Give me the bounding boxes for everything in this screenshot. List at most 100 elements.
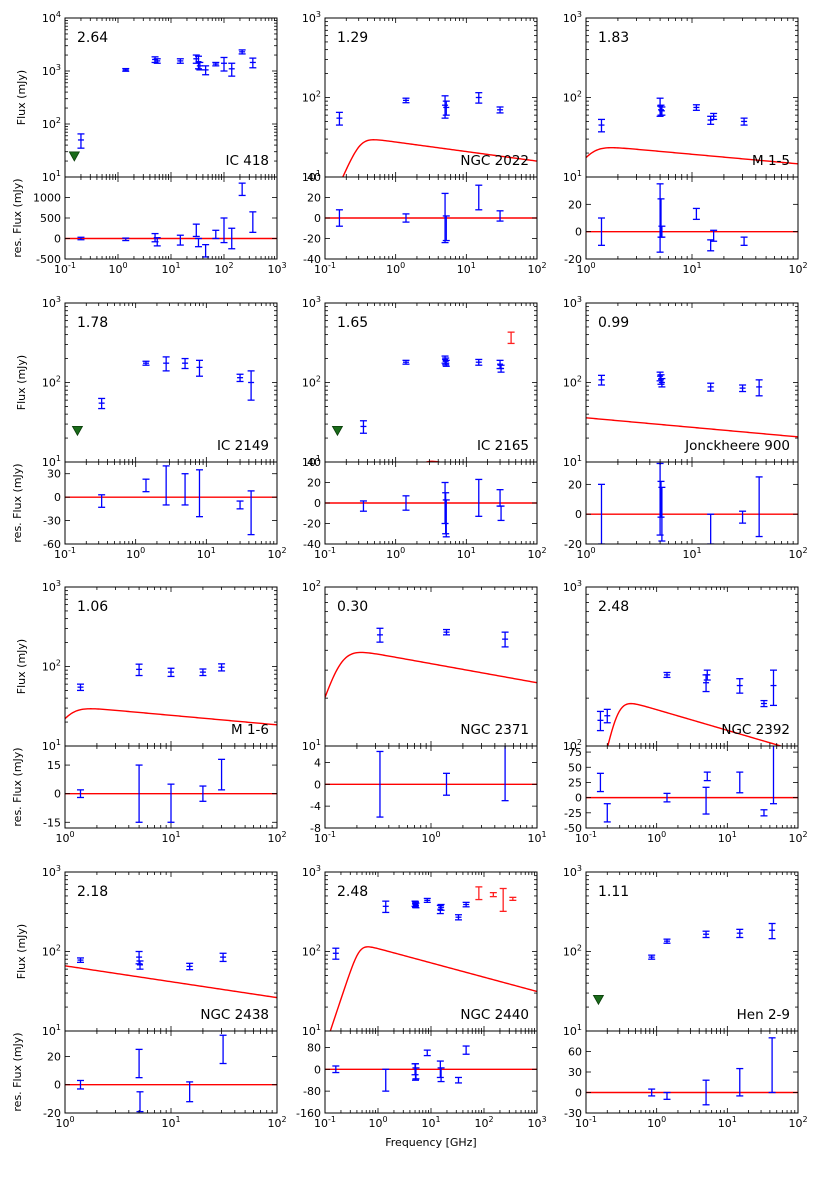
residual-point bbox=[376, 750, 384, 818]
flux-y-tick-label: 104 bbox=[42, 10, 61, 25]
flux-y-tick-label: 101 bbox=[302, 738, 321, 753]
residual-point bbox=[736, 771, 744, 794]
residual-y-tick-label: -20 bbox=[303, 518, 321, 531]
flux-data-point bbox=[76, 683, 84, 692]
flux-data-point bbox=[597, 118, 605, 133]
x-tick-label: 101 bbox=[161, 261, 180, 276]
excluded-data-point bbox=[509, 896, 517, 901]
upper-limit-marker bbox=[68, 151, 81, 162]
residual-y-tick-label: 20 bbox=[47, 1050, 61, 1063]
x-tick-label: 100 bbox=[386, 546, 405, 561]
flux-data-point bbox=[332, 947, 340, 960]
flux-y-tick-label: 103 bbox=[563, 579, 582, 594]
x-axis-label: Frequency [GHz] bbox=[385, 1136, 476, 1149]
x-tick-label: 102 bbox=[474, 1115, 493, 1130]
x-tick-label: 103 bbox=[527, 1115, 546, 1130]
residual-point bbox=[153, 237, 161, 247]
flux-plot-area bbox=[71, 356, 255, 437]
flux-data-point bbox=[376, 627, 384, 643]
flux-y-tick-label: 103 bbox=[563, 10, 582, 25]
residual-point bbox=[658, 486, 666, 542]
residual-plot-area bbox=[586, 183, 798, 253]
flux-data-point bbox=[702, 674, 710, 693]
panel-object-name: Jonckheere 900 bbox=[684, 438, 790, 454]
x-tick-label: 100 bbox=[421, 830, 440, 845]
residual-point bbox=[496, 210, 504, 222]
panel-object-name: NGC 2022 bbox=[460, 153, 529, 169]
residual-plot-area bbox=[325, 746, 537, 818]
flux-y-tick-label: 101 bbox=[302, 1023, 321, 1038]
flux-y-tick-label: 103 bbox=[42, 63, 61, 78]
flux-data-point bbox=[736, 928, 744, 939]
residual-point bbox=[238, 182, 246, 197]
residual-y-tick-label: 0 bbox=[575, 226, 582, 239]
flux-y-tick-label: 102 bbox=[42, 659, 61, 674]
residual-point bbox=[442, 772, 450, 796]
flux-data-point bbox=[135, 950, 143, 965]
residual-y-tick-label: -20 bbox=[43, 1107, 61, 1120]
residual-point bbox=[437, 1067, 445, 1083]
residual-point bbox=[76, 789, 84, 799]
panel-object-name: NGC 2440 bbox=[460, 1007, 529, 1023]
model-curve bbox=[586, 1034, 798, 1181]
panel-value: 2.48 bbox=[337, 884, 368, 900]
residual-point bbox=[703, 771, 711, 782]
panel-value: 1.11 bbox=[598, 884, 629, 900]
residual-point bbox=[596, 772, 604, 793]
residual-plot-area bbox=[586, 462, 798, 544]
panel-m-1-6: 100 101 102 101 102 103 -15 0 15 Flux (mJy) res. F… bbox=[11, 579, 287, 845]
panel-object-name: M 1-6 bbox=[231, 722, 269, 738]
residual-point bbox=[212, 229, 220, 240]
flux-data-point bbox=[760, 699, 768, 708]
flux-data-point bbox=[212, 61, 220, 67]
flux-data-point bbox=[122, 67, 130, 72]
panel-ngc-2440: 10-1 100 101 102 103101102103-160-800802.48N… bbox=[296, 864, 547, 1130]
flux-data-point bbox=[382, 900, 390, 914]
excluded-data-point bbox=[499, 887, 507, 912]
residual-y-tick-label: 20 bbox=[307, 477, 321, 490]
residual-y-axis-label: res. Flux (mJy) bbox=[11, 1032, 24, 1111]
flux-data-point bbox=[98, 397, 106, 410]
residual-point bbox=[760, 809, 768, 817]
residual-point bbox=[402, 213, 410, 223]
panel-ic-418: 10-1 100 101 102 103101102103104-50005001000… bbox=[11, 10, 287, 379]
flux-data-point bbox=[658, 106, 666, 116]
x-tick-label: 101 bbox=[527, 830, 546, 845]
model-curve bbox=[65, 708, 277, 726]
upper-limit-marker bbox=[592, 994, 605, 1006]
residual-y-tick-label: 0 bbox=[314, 778, 321, 791]
panel-ic-2165: 10-1 100 101 102101102103-40-20020401.65IC … bbox=[302, 295, 547, 561]
residual-y-tick-label: -160 bbox=[296, 1107, 321, 1120]
flux-data-point bbox=[437, 903, 445, 911]
panel-value: 1.29 bbox=[337, 30, 368, 46]
flux-data-point bbox=[596, 710, 604, 732]
x-tick-label: 102 bbox=[267, 1115, 286, 1130]
flux-y-tick-label: 103 bbox=[42, 295, 61, 310]
residual-y-tick-label: -50 bbox=[564, 822, 582, 835]
residual-point bbox=[162, 465, 170, 506]
x-tick-label: 102 bbox=[267, 830, 286, 845]
residual-y-tick-label: 0 bbox=[575, 1087, 582, 1100]
flux-y-tick-label: 102 bbox=[563, 90, 582, 105]
flux-data-point bbox=[755, 379, 763, 397]
flux-y-tick-label: 103 bbox=[302, 864, 321, 879]
flux-data-point bbox=[442, 100, 450, 116]
residual-y-tick-label: 4 bbox=[314, 756, 321, 769]
residual-point bbox=[135, 764, 143, 823]
flux-data-point bbox=[196, 61, 204, 71]
residual-plot-area bbox=[325, 1045, 537, 1092]
residual-y-tick-label: 40 bbox=[307, 171, 321, 184]
residual-point bbox=[658, 225, 666, 238]
flux-data-point bbox=[136, 960, 144, 970]
residual-point bbox=[218, 758, 226, 791]
panel-object-name: Hen 2-9 bbox=[737, 1007, 790, 1023]
flux-y-tick-label: 101 bbox=[563, 1023, 582, 1038]
flux-plot-area bbox=[325, 627, 537, 698]
x-tick-label: 101 bbox=[682, 261, 701, 276]
panel-value: 2.64 bbox=[77, 30, 108, 46]
flux-data-point bbox=[181, 357, 189, 370]
model-curve bbox=[65, 179, 277, 379]
flux-y-axis-label: Flux (mJy) bbox=[15, 70, 28, 125]
